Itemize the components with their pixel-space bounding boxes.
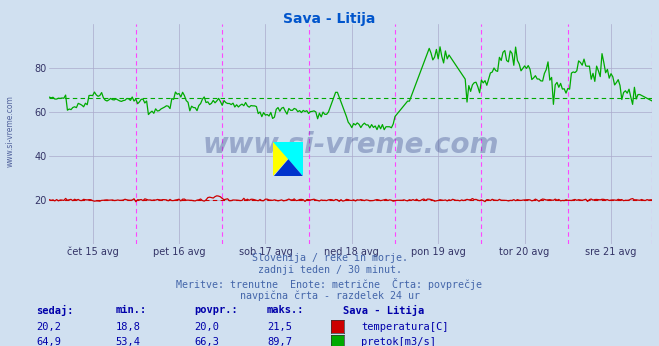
Text: 21,5: 21,5 — [267, 322, 292, 333]
Text: Sava - Litija: Sava - Litija — [343, 305, 424, 316]
Text: povpr.:: povpr.: — [194, 305, 238, 315]
Text: 20,0: 20,0 — [194, 322, 219, 333]
Text: 64,9: 64,9 — [36, 337, 61, 346]
Polygon shape — [273, 142, 303, 176]
Polygon shape — [273, 159, 303, 176]
Text: sedaj:: sedaj: — [36, 305, 74, 316]
Text: Slovenija / reke in morje.: Slovenija / reke in morje. — [252, 253, 407, 263]
Text: min.:: min.: — [115, 305, 146, 315]
Polygon shape — [273, 142, 303, 176]
Text: Meritve: trenutne  Enote: metrične  Črta: povprečje: Meritve: trenutne Enote: metrične Črta: … — [177, 278, 482, 290]
Text: 20,2: 20,2 — [36, 322, 61, 333]
Text: 66,3: 66,3 — [194, 337, 219, 346]
Text: navpična črta - razdelek 24 ur: navpična črta - razdelek 24 ur — [239, 291, 420, 301]
Text: zadnji teden / 30 minut.: zadnji teden / 30 minut. — [258, 265, 401, 275]
Text: maks.:: maks.: — [267, 305, 304, 315]
Text: 53,4: 53,4 — [115, 337, 140, 346]
Text: www.si-vreme.com: www.si-vreme.com — [5, 95, 14, 167]
Text: www.si-vreme.com: www.si-vreme.com — [203, 131, 499, 159]
Text: temperatura[C]: temperatura[C] — [361, 322, 449, 333]
Text: 18,8: 18,8 — [115, 322, 140, 333]
Text: 89,7: 89,7 — [267, 337, 292, 346]
Text: Sava - Litija: Sava - Litija — [283, 12, 376, 26]
Text: pretok[m3/s]: pretok[m3/s] — [361, 337, 436, 346]
